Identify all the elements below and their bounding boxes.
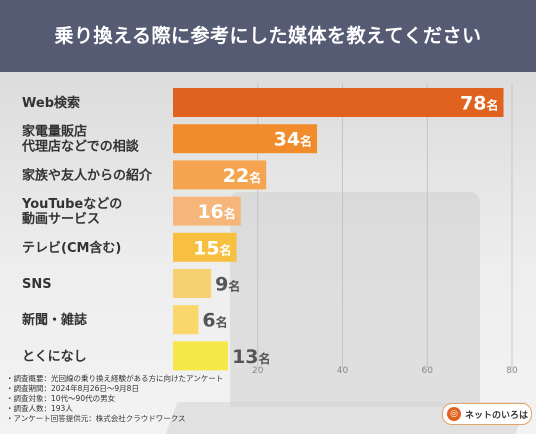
value-number: 15 <box>193 237 219 259</box>
value-label: 13名 <box>232 346 270 368</box>
x-tick-label: 20 <box>252 366 264 376</box>
category-label: 新聞・雑誌 <box>22 312 87 328</box>
value-number: 78 <box>460 93 486 115</box>
category-label-line: 新聞・雑誌 <box>22 312 87 328</box>
value-number: 16 <box>197 201 223 223</box>
value-label: 34名 <box>274 129 312 151</box>
category-label: とくになし <box>22 349 87 364</box>
category-label: 家電量販店代理店などでの相談 <box>21 124 140 155</box>
category-label-line: 家電量販店 <box>22 124 87 140</box>
value-unit: 名 <box>249 170 261 185</box>
bar <box>173 124 318 154</box>
logo-text: ネットのいろは <box>465 410 529 421</box>
value-label: 15名 <box>193 237 231 259</box>
bar <box>173 232 237 262</box>
value-number: 13 <box>232 346 258 368</box>
value-unit: 名 <box>259 351 271 366</box>
bar <box>173 341 229 371</box>
value-unit: 名 <box>216 315 228 330</box>
value-label: 22名 <box>223 165 261 187</box>
x-tick-label: 80 <box>506 366 518 376</box>
category-label-line: テレビ(CM含む) <box>22 240 121 256</box>
category-label-line: 家族や友人からの紹介 <box>22 167 153 183</box>
bar <box>173 196 241 226</box>
bar <box>173 269 212 298</box>
category-label: Web検索 <box>22 95 80 111</box>
category-label-line: とくになし <box>22 349 87 364</box>
x-tick-label: 40 <box>337 366 349 376</box>
value-unit: 名 <box>228 279 240 294</box>
survey-overview: ・調査概要：光回線の乗り換え経験がある方に向けたアンケート <box>6 374 224 383</box>
value-unit: 名 <box>224 206 236 221</box>
bar <box>173 88 504 117</box>
survey-source: ・アンケート回答提供元：株式会社クラウドワークス <box>6 414 186 423</box>
chart-title: 乗り換える際に参考にした媒体を教えてください <box>54 25 482 47</box>
category-label-line: 動画サービス <box>22 211 100 227</box>
value-number: 9 <box>215 274 228 296</box>
site-logo: ◎ ネットのいろは <box>442 403 532 425</box>
bar <box>173 160 267 190</box>
header-banner: 乗り換える際に参考にした媒体を教えてください <box>0 0 536 72</box>
value-label: 9名 <box>215 274 240 296</box>
category-label: YouTubeなどの動画サービス <box>21 197 122 227</box>
value-number: 22 <box>223 165 249 187</box>
value-number: 6 <box>202 310 215 332</box>
x-tick-label: 60 <box>422 366 434 376</box>
survey-count: ・調査人数：193人 <box>6 404 73 413</box>
value-unit: 名 <box>487 98 499 113</box>
laptop-screen-shape <box>230 192 480 407</box>
category-label-line: YouTubeなどの <box>21 197 122 212</box>
survey-target: ・調査対象：10代～90代の男女 <box>6 394 116 403</box>
value-unit: 名 <box>220 242 232 257</box>
category-label: 家族や友人からの紹介 <box>22 167 153 183</box>
value-number: 34 <box>274 129 300 151</box>
value-label: 16名 <box>197 201 235 223</box>
value-label: 78名 <box>460 93 498 115</box>
value-label: 6名 <box>202 310 227 332</box>
category-label-line: SNS <box>22 277 52 292</box>
category-label: テレビ(CM含む) <box>22 240 121 256</box>
bar <box>173 305 199 335</box>
survey-period: ・調査期間：2024年8月26日～9月8日 <box>6 384 139 393</box>
category-label: SNS <box>22 277 52 292</box>
category-label-line: Web検索 <box>22 95 80 111</box>
category-label-line: 代理店などでの相談 <box>21 139 140 155</box>
survey-notes: ・調査概要：光回線の乗り換え経験がある方に向けたアンケート ・調査期間：2024… <box>6 374 223 424</box>
compass-icon: ◎ <box>447 407 461 421</box>
value-unit: 名 <box>300 134 312 149</box>
